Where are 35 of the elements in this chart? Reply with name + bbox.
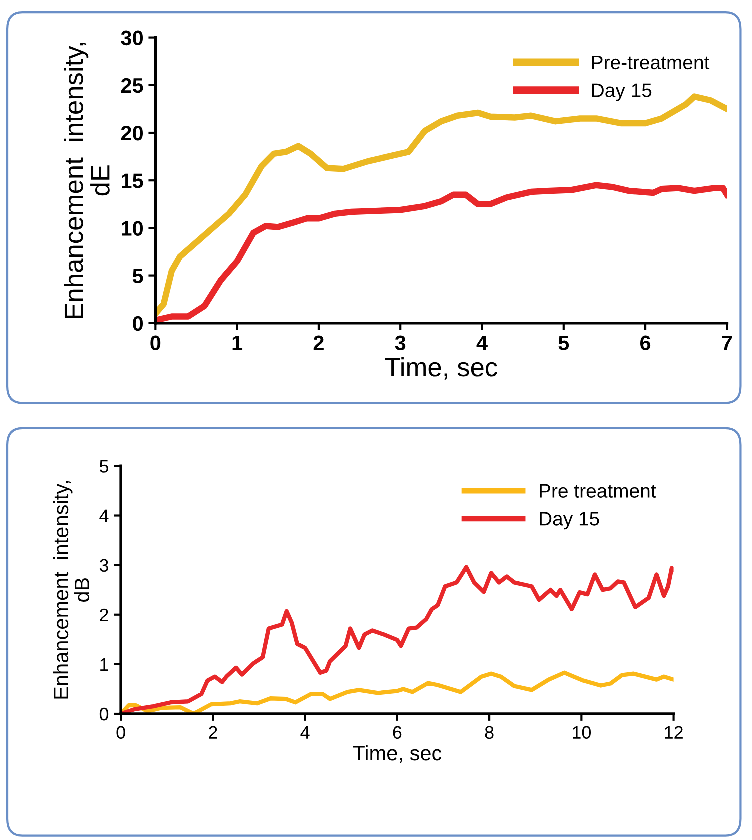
x-tick-label: 12: [665, 726, 683, 739]
x-tick-label: 8: [485, 726, 494, 740]
x-axis-title: Time, sec: [385, 357, 498, 380]
x-tick-label: 0: [150, 336, 161, 351]
legend-label: Day 15: [592, 84, 652, 102]
x-tick-label: 6: [640, 336, 651, 351]
x-tick-label: 7: [722, 336, 732, 350]
x-tick-label: 4: [476, 336, 488, 350]
y-tick-label: 2: [100, 608, 108, 622]
legend-label: Pre treatment: [540, 484, 656, 498]
x-tick-label: 2: [209, 726, 218, 739]
y-tick-label: 10: [122, 221, 144, 236]
x-axis-title: Time, sec: [353, 745, 442, 764]
legend-label: Day 15: [540, 512, 600, 530]
y-axis-title: Enhancement intensity, dE: [64, 43, 110, 318]
x-tick-label: 1: [232, 336, 243, 350]
x-tick-label: 3: [395, 336, 406, 351]
y-tick-label: 15: [122, 174, 144, 188]
legend-label: Pre-treatment: [592, 56, 710, 70]
x-tick-label: 10: [573, 726, 592, 740]
y-tick-label: 25: [121, 78, 144, 94]
y-tick-label: 30: [121, 30, 144, 46]
x-tick-label: 2: [314, 336, 324, 350]
x-tick-label: 4: [300, 726, 310, 739]
y-tick-label: 20: [121, 126, 144, 141]
y-tick-label: 3: [100, 559, 108, 572]
y-tick-label: 0: [133, 316, 144, 332]
y-tick-label: 1: [100, 658, 108, 671]
y-tick-label: 4: [100, 510, 109, 522]
y-tick-label: 5: [100, 460, 109, 473]
y-axis-title: Enhancement intensity, dB: [53, 482, 90, 699]
y-tick-label: 0: [100, 708, 109, 721]
x-tick-label: 6: [393, 726, 402, 740]
y-tick-label: 5: [132, 269, 144, 284]
x-tick-label: 5: [558, 336, 570, 351]
